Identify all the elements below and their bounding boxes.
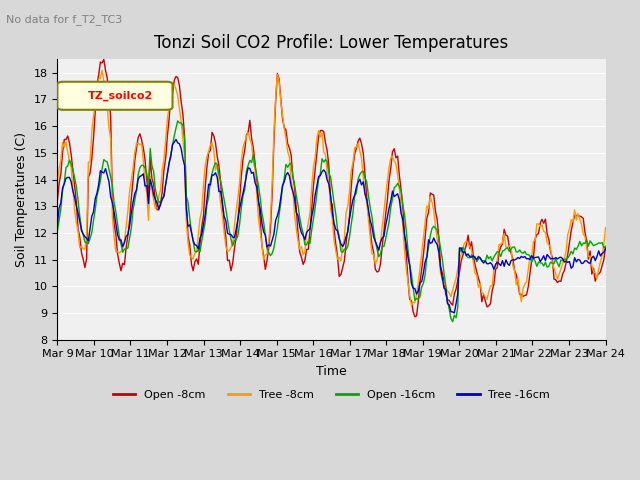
Tree -8cm bbox=[508, 244, 515, 250]
Title: Tonzi Soil CO2 Profile: Lower Temperatures: Tonzi Soil CO2 Profile: Lower Temperatur… bbox=[154, 34, 509, 52]
Open -8cm bbox=[538, 216, 546, 222]
Line: Tree -16cm: Tree -16cm bbox=[58, 139, 605, 313]
Open -16cm bbox=[132, 188, 140, 194]
Tree -16cm bbox=[54, 221, 61, 227]
Tree -8cm bbox=[408, 302, 415, 308]
Open -8cm bbox=[602, 244, 609, 250]
FancyBboxPatch shape bbox=[58, 82, 173, 110]
Tree -8cm bbox=[602, 225, 609, 230]
Open -8cm bbox=[134, 134, 142, 140]
Line: Open -16cm: Open -16cm bbox=[58, 121, 605, 322]
Open -16cm bbox=[174, 118, 182, 124]
Tree -16cm bbox=[339, 244, 346, 250]
Tree -16cm bbox=[602, 246, 609, 252]
Open -16cm bbox=[451, 312, 458, 318]
Open -8cm bbox=[444, 297, 451, 302]
X-axis label: Time: Time bbox=[316, 365, 347, 378]
Open -16cm bbox=[508, 246, 515, 252]
Open -16cm bbox=[442, 283, 449, 289]
Text: TZ_soilco2: TZ_soilco2 bbox=[88, 91, 153, 101]
Tree -16cm bbox=[442, 287, 449, 292]
Open -8cm bbox=[339, 265, 346, 271]
Text: No data for f_T2_TC3: No data for f_T2_TC3 bbox=[6, 14, 123, 25]
Tree -8cm bbox=[339, 242, 346, 248]
Legend: Open -8cm, Tree -8cm, Open -16cm, Tree -16cm: Open -8cm, Tree -8cm, Open -16cm, Tree -… bbox=[108, 385, 555, 404]
Tree -8cm bbox=[54, 179, 61, 185]
Tree -16cm bbox=[538, 256, 546, 262]
Tree -16cm bbox=[449, 309, 456, 315]
Open -8cm bbox=[411, 314, 419, 320]
Tree -16cm bbox=[132, 187, 140, 193]
Tree -16cm bbox=[172, 136, 180, 142]
Tree -8cm bbox=[451, 281, 458, 287]
Open -16cm bbox=[339, 250, 346, 255]
Open -8cm bbox=[100, 57, 108, 62]
Open -8cm bbox=[508, 250, 515, 256]
Open -8cm bbox=[451, 291, 458, 297]
Open -16cm bbox=[449, 319, 456, 324]
Open -8cm bbox=[54, 198, 61, 204]
Open -16cm bbox=[54, 228, 61, 234]
Open -16cm bbox=[538, 260, 546, 266]
Y-axis label: Soil Temperatures (C): Soil Temperatures (C) bbox=[15, 132, 28, 267]
Tree -8cm bbox=[444, 288, 451, 294]
Tree -8cm bbox=[134, 140, 142, 146]
Tree -16cm bbox=[508, 258, 515, 264]
Open -16cm bbox=[602, 244, 609, 250]
Tree -16cm bbox=[451, 310, 458, 316]
Tree -8cm bbox=[538, 222, 546, 228]
Line: Tree -8cm: Tree -8cm bbox=[58, 70, 605, 305]
Tree -8cm bbox=[99, 67, 106, 73]
Line: Open -8cm: Open -8cm bbox=[58, 60, 605, 317]
